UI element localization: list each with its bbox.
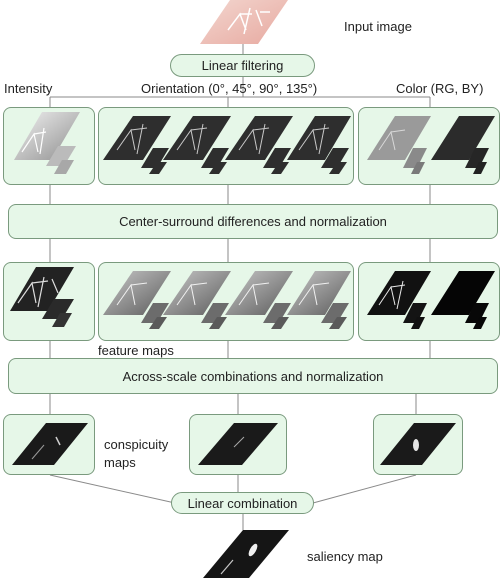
color-pyramid-box [358,107,500,185]
intensity-label: Intensity [4,81,53,96]
color-conspicuity-map [380,423,456,465]
orientation-pyramid-box [98,107,354,185]
color-feature-maps-box [358,262,500,341]
intensity-conspicuity-map [12,423,88,465]
orientation-feature-maps-box [98,262,354,341]
orientation-conspicuity-box [189,414,287,475]
color-label: Color (RG, BY) [396,81,484,96]
feature-maps-label: feature maps [98,343,174,358]
color-feature-maps-images [367,271,495,329]
intensity-pyramid-image [14,112,80,174]
conspicuity-maps-label: conspicuity maps [104,436,168,472]
saliency-map-label: saliency map [307,549,383,564]
color-conspicuity-box [373,414,463,475]
orientation-label: Orientation (0°, 45°, 90°, 135°) [141,81,318,96]
conspicuity-line-1: conspicuity [104,437,169,452]
color-pyramid-images [367,116,495,174]
linear-combination-box: Linear combination [171,492,314,514]
orientation-feature-maps-images [103,271,351,329]
center-surround-box: Center-surround differences and normaliz… [8,204,498,239]
intensity-pyramid-box [3,107,95,185]
across-scale-box: Across-scale combinations and normalizat… [8,358,498,394]
linear-filtering-box: Linear filtering [170,54,315,77]
conspicuity-line-2: maps [104,455,136,470]
input-image [200,0,288,44]
intensity-feature-maps-box [3,262,95,341]
input-image-label: Input image [344,19,412,34]
intensity-conspicuity-box [3,414,95,475]
saliency-map-image [203,530,289,578]
intensity-feature-maps-image [10,267,74,327]
orientation-conspicuity-map [198,423,278,465]
orientation-pyramid-images [103,116,351,174]
